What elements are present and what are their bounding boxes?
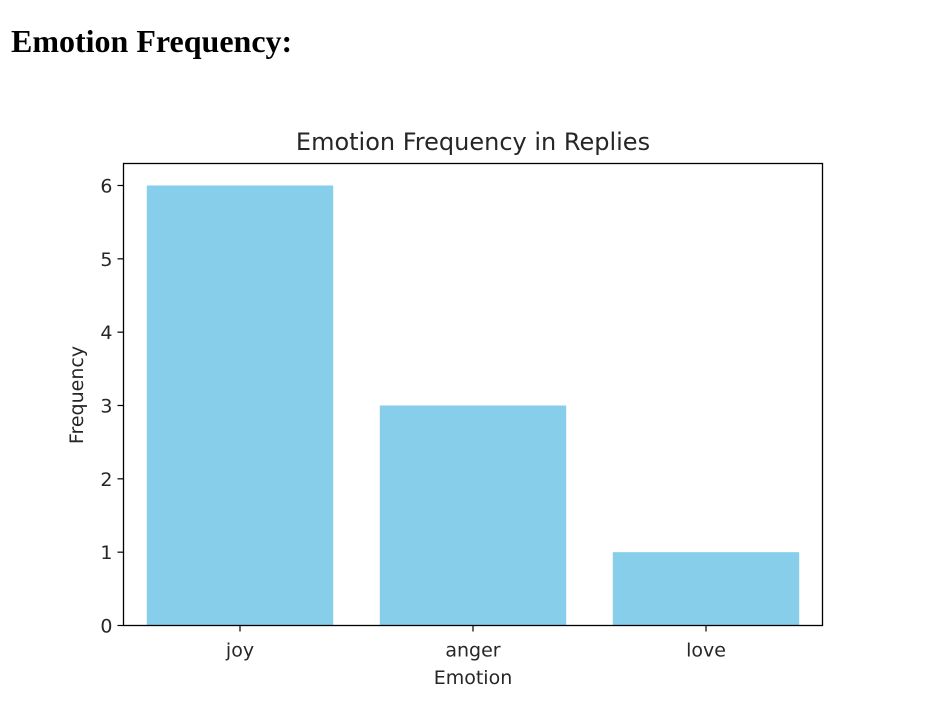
bars-layer — [146, 185, 800, 626]
x-axis-label: Emotion — [434, 667, 513, 689]
bar-anger — [379, 405, 567, 626]
y-axis: 0 1 2 3 4 5 6 — [100, 176, 124, 638]
plot-frame — [122, 162, 824, 627]
page-heading: Emotion Frequency: — [11, 23, 293, 59]
y-tick-label-4: 4 — [100, 322, 112, 344]
bar-joy — [146, 185, 334, 626]
y-tick-label-3: 3 — [100, 396, 112, 418]
bar-love — [612, 552, 800, 626]
y-tick-label-5: 5 — [100, 249, 112, 271]
y-tick-label-2: 2 — [100, 469, 112, 491]
chart-title: Emotion Frequency in Replies — [296, 128, 650, 156]
x-tick-label-love: love — [686, 640, 726, 662]
x-axis: joy anger love — [225, 625, 726, 662]
y-tick-label-0: 0 — [100, 616, 112, 638]
x-tick-label-joy: joy — [225, 640, 254, 662]
y-tick-label-6: 6 — [100, 176, 112, 198]
y-axis-label: Frequency — [66, 346, 88, 444]
x-tick-label-anger: anger — [445, 640, 500, 662]
y-tick-label-1: 1 — [100, 542, 112, 564]
